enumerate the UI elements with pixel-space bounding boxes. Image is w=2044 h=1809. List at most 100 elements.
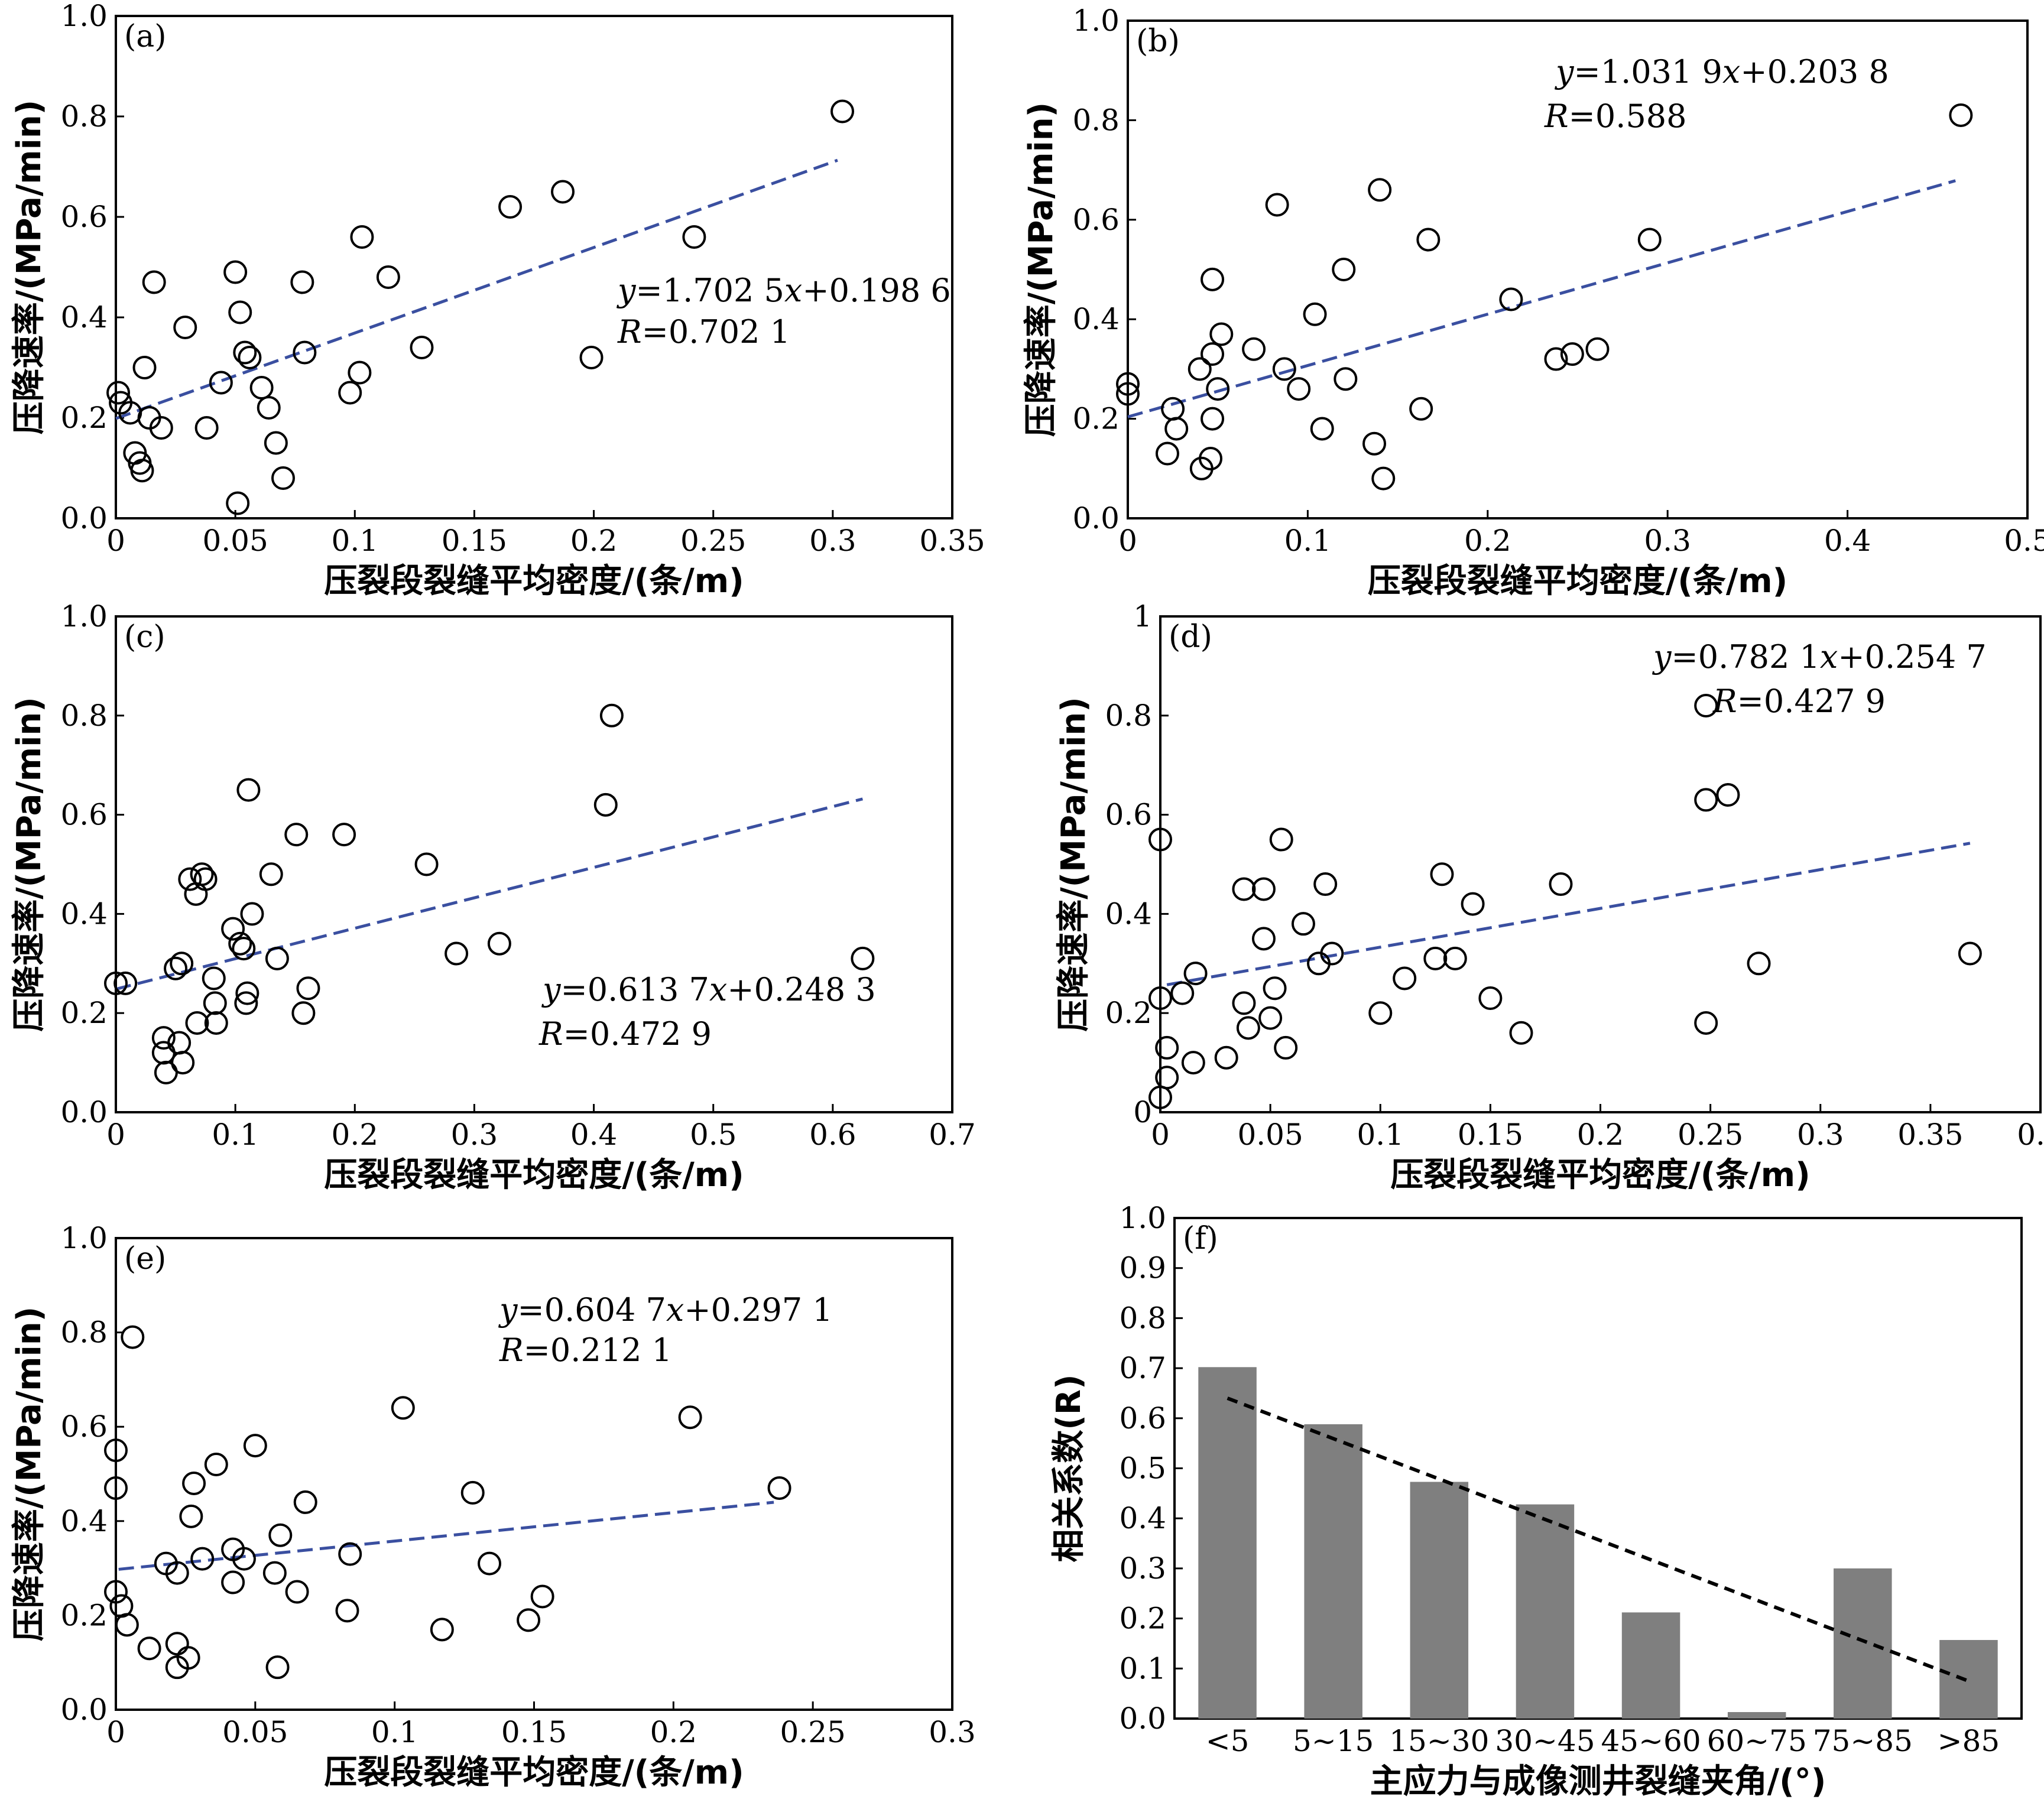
data-point [249, 376, 274, 400]
data-point [104, 971, 128, 995]
data-point [338, 381, 362, 405]
data-point [1694, 1011, 1718, 1035]
y-tick-label: 0.8 [60, 1316, 108, 1350]
data-point [1201, 407, 1225, 431]
fit-line [1166, 842, 1971, 986]
data-point [296, 976, 320, 1001]
y-tick-label: 0.8 [60, 699, 108, 733]
data-point [238, 346, 262, 369]
trend-line [1227, 1396, 1970, 1683]
x-tick-label: 45~60 [1601, 1724, 1701, 1758]
data-point [265, 1655, 290, 1680]
y-tick-label: 0.9 [1119, 1251, 1166, 1285]
data-point [1368, 178, 1392, 202]
data-point [149, 416, 173, 440]
data-point [228, 931, 252, 956]
fit-equation: y=0.782 1x+0.254 7 [1652, 638, 1987, 675]
y-tick-label: 0.6 [60, 798, 108, 832]
data-point [132, 356, 157, 379]
data-point [1409, 397, 1433, 421]
data-point [1258, 1006, 1283, 1030]
data-point [185, 1011, 209, 1035]
data-point [350, 225, 374, 249]
x-tick-label: 0.15 [1458, 1118, 1523, 1152]
data-point [498, 195, 523, 219]
data-point [1291, 912, 1315, 936]
plot-frame [1127, 20, 2029, 519]
data-point [1251, 877, 1276, 901]
data-point [517, 1608, 541, 1632]
data-point [1265, 193, 1289, 217]
data-point [259, 862, 283, 886]
panel-a: 0 0.05 0.1 0.15 0.2 0.25 0.3 0.35 0.0 0.2 0.4 0.6 0.… [10, 0, 985, 600]
fit-equation: y=0.604 7x+0.297 1 [498, 1291, 833, 1329]
data-point [137, 1636, 161, 1661]
data-point [1274, 1035, 1298, 1060]
data-point [1585, 337, 1610, 361]
data-point [182, 1471, 206, 1495]
y-tick-label: 0.6 [1072, 203, 1120, 237]
x-tick-label: 0.35 [1897, 1118, 1963, 1152]
fit-equation: y=1.031 9x+0.203 8 [1555, 53, 1889, 90]
data-point [151, 1041, 176, 1065]
data-point [284, 823, 309, 847]
data-point [232, 1547, 256, 1571]
panel-b: 0 0.1 0.2 0.3 0.4 0.5 0.0 0.2 0.4 0.6 0.8 1.0 (b) y=1… [1022, 4, 2044, 600]
data-point [1116, 382, 1140, 406]
data-point [460, 1480, 485, 1505]
y-tick-label: 0.4 [60, 1504, 108, 1538]
y-tick-label: 1.0 [60, 1221, 108, 1255]
data-point [1206, 377, 1230, 401]
data-point [1201, 342, 1225, 366]
panel-f: 0.0 0.1 0.2 0.3 0.4 0.5 0.6 0.7 0.8 0.9 1.0 <5 5~15 1… [1050, 1201, 2023, 1801]
correlation-label: R=0.588 [1544, 98, 1687, 135]
data-point [1236, 1016, 1260, 1040]
data-point [265, 946, 289, 970]
data-point [243, 1434, 267, 1458]
data-point [430, 1618, 454, 1642]
panel-label: (e) [124, 1241, 166, 1277]
x-axis-title: 压裂段裂缝平均密度/(条/m) [324, 562, 744, 600]
y-tick-label: 0.0 [60, 1095, 108, 1129]
data-point [193, 867, 218, 891]
x-tick-label: 0 [106, 1118, 125, 1152]
data-point [179, 1504, 203, 1528]
data-point [1694, 694, 1718, 718]
data-point [204, 1011, 228, 1035]
data-point [233, 340, 257, 365]
data-point [221, 1570, 245, 1594]
fit-line [1127, 179, 1956, 418]
data-point [1188, 357, 1212, 381]
y-axis-title: 压降速率/(MPa/min) [10, 1307, 48, 1642]
data-point [113, 971, 138, 995]
data-point [1251, 927, 1276, 951]
x-tick-label: 0.4 [570, 1118, 618, 1152]
data-point [1334, 367, 1358, 391]
panel-c: 0 0.1 0.2 0.3 0.4 0.5 0.6 0.7 0.0 0.2 0.4 0.6 0.8 1.0… [10, 599, 976, 1194]
panel-label: (b) [1136, 24, 1180, 59]
x-tick-label: 0.6 [809, 1118, 856, 1152]
x-tick-label: 5~15 [1293, 1724, 1374, 1758]
correlation-label: R=0.212 1 [499, 1331, 672, 1369]
data-point [104, 1438, 128, 1463]
data-point [1242, 337, 1266, 361]
x-tick-label: 75~85 [1813, 1724, 1913, 1758]
bar [1516, 1504, 1575, 1719]
y-tick-label: 0.6 [60, 1409, 108, 1444]
data-point [209, 371, 233, 395]
data-point [121, 1325, 145, 1349]
y-tick-label: 0.4 [60, 897, 108, 931]
y-axis-title: 相关系数(R) [1050, 1374, 1088, 1562]
x-tick-label: 0.15 [501, 1715, 567, 1749]
x-tick-label: 0.1 [1284, 524, 1332, 558]
x-tick-label: 0.2 [650, 1715, 697, 1749]
y-tick-label: 0.0 [60, 501, 108, 535]
data-point [1694, 788, 1718, 812]
data-point [221, 917, 245, 941]
x-tick-label: 0.5 [2004, 524, 2044, 558]
x-tick-label: 15~30 [1389, 1724, 1489, 1758]
panel-d: 0 0.05 0.1 0.15 0.2 0.25 0.3 0.35 0.4 0 0.2 0.4 0.6 0… [1055, 599, 2044, 1194]
panel-label: (f) [1183, 1221, 1218, 1256]
x-tick-label: 0.2 [1464, 524, 1511, 558]
data-point [332, 823, 356, 847]
